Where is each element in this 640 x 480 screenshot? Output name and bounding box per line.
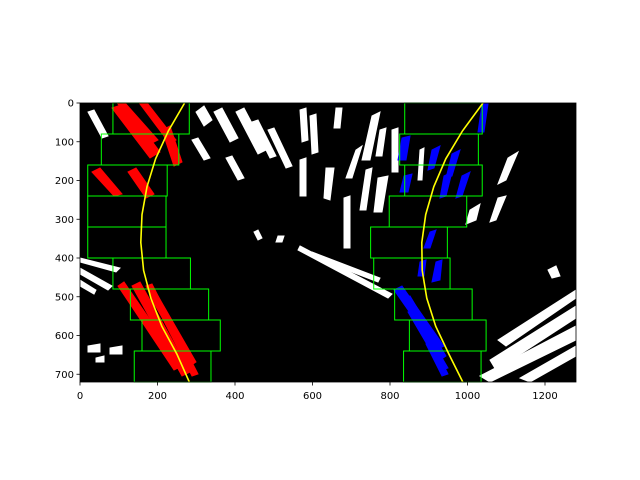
edge-streak: [489, 195, 507, 223]
edge-streak: [191, 137, 211, 161]
left-lane-blob: [161, 125, 183, 167]
edge-streak: [87, 109, 109, 139]
edge-streak: [87, 343, 101, 353]
edge-streak: [95, 355, 105, 363]
y-tick-label: 500: [55, 292, 74, 303]
right-lane-blob: [423, 229, 437, 249]
y-tick-label: 200: [55, 176, 74, 187]
y-tick-label: 600: [55, 331, 74, 342]
x-tick-label: 400: [225, 391, 244, 402]
x-tick-label: 1200: [532, 391, 557, 402]
x-tick-label: 800: [380, 391, 399, 402]
edge-streak: [251, 119, 277, 159]
right-lane-pixels: [393, 103, 489, 377]
x-tick-label: 600: [303, 391, 322, 402]
edge-streak: [497, 150, 520, 186]
lane-fit-curves: [139, 102, 484, 383]
edge-streak: [275, 235, 285, 243]
edge-streak: [465, 202, 481, 225]
x-tick-label: 0: [77, 391, 83, 402]
left-lane-blob: [151, 295, 197, 367]
x-tick-label: 200: [148, 391, 167, 402]
edge-streak: [299, 107, 309, 143]
right-lane-blob: [445, 149, 461, 179]
edge-streak: [267, 127, 293, 169]
white-edge-pixels: [79, 105, 577, 383]
edge-streak: [309, 113, 319, 155]
left-lane-blob: [127, 167, 155, 199]
edge-streak: [323, 167, 335, 201]
y-tick-label: 100: [55, 137, 74, 148]
edge-streak: [333, 107, 343, 129]
plot-area: [79, 102, 577, 383]
edge-streak: [343, 195, 351, 249]
edge-streak: [361, 111, 381, 161]
right-fit-line: [420, 102, 484, 383]
right-lane-blob: [477, 103, 489, 133]
y-tick-label: 700: [55, 370, 74, 381]
y-axis: 0 100 200 300 400 500 600 700: [55, 99, 80, 381]
right-lane-blob: [431, 259, 443, 283]
edge-streak: [109, 345, 123, 355]
right-lane-blob: [399, 173, 413, 193]
edge-streak: [253, 229, 263, 241]
edge-streak: [375, 127, 387, 157]
edge-streak: [299, 157, 307, 197]
x-axis: 0 200 400 600 800 1000 1200: [77, 382, 558, 402]
edge-streak: [225, 155, 245, 181]
edge-streak: [359, 167, 373, 211]
y-tick-label: 300: [55, 215, 74, 226]
edge-streak: [345, 144, 363, 179]
edge-streak: [309, 251, 381, 283]
plot-frame: [79, 102, 577, 383]
left-fit-line: [139, 102, 191, 383]
edge-streak: [373, 175, 389, 213]
edge-streak: [417, 147, 425, 181]
x-tick-label: 1000: [455, 391, 480, 402]
edge-streak: [213, 107, 239, 143]
left-lane-blob: [91, 167, 123, 197]
y-tick-label: 400: [55, 254, 74, 265]
edge-streak: [391, 127, 399, 173]
edge-streak: [547, 265, 561, 279]
edge-streak: [195, 105, 213, 127]
right-lane-blob: [427, 145, 441, 171]
y-tick-label: 0: [68, 99, 74, 110]
